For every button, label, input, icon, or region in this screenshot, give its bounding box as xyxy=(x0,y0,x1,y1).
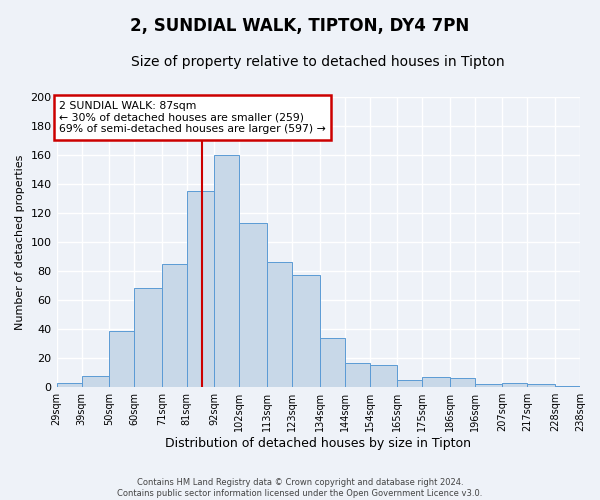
Bar xyxy=(56,383,82,387)
Bar xyxy=(344,362,370,387)
Text: Contains HM Land Registry data © Crown copyright and database right 2024.
Contai: Contains HM Land Registry data © Crown c… xyxy=(118,478,482,498)
Bar xyxy=(162,264,187,387)
Text: 2 SUNDIAL WALK: 87sqm
← 30% of detached houses are smaller (259)
69% of semi-det: 2 SUNDIAL WALK: 87sqm ← 30% of detached … xyxy=(59,101,326,134)
Bar xyxy=(267,262,292,387)
Bar xyxy=(475,384,502,387)
Bar xyxy=(292,276,320,387)
Bar xyxy=(555,386,580,387)
Bar xyxy=(527,384,555,387)
Text: 2, SUNDIAL WALK, TIPTON, DY4 7PN: 2, SUNDIAL WALK, TIPTON, DY4 7PN xyxy=(130,18,470,36)
Bar xyxy=(134,288,162,387)
Bar xyxy=(109,330,134,387)
Bar xyxy=(82,376,109,387)
Bar xyxy=(239,223,267,387)
Bar xyxy=(422,377,450,387)
Bar xyxy=(397,380,422,387)
Bar xyxy=(187,191,214,387)
Bar xyxy=(214,154,239,387)
Bar xyxy=(320,338,344,387)
Bar xyxy=(370,366,397,387)
Bar xyxy=(450,378,475,387)
X-axis label: Distribution of detached houses by size in Tipton: Distribution of detached houses by size … xyxy=(165,437,471,450)
Title: Size of property relative to detached houses in Tipton: Size of property relative to detached ho… xyxy=(131,55,505,69)
Bar xyxy=(502,383,527,387)
Y-axis label: Number of detached properties: Number of detached properties xyxy=(15,154,25,330)
